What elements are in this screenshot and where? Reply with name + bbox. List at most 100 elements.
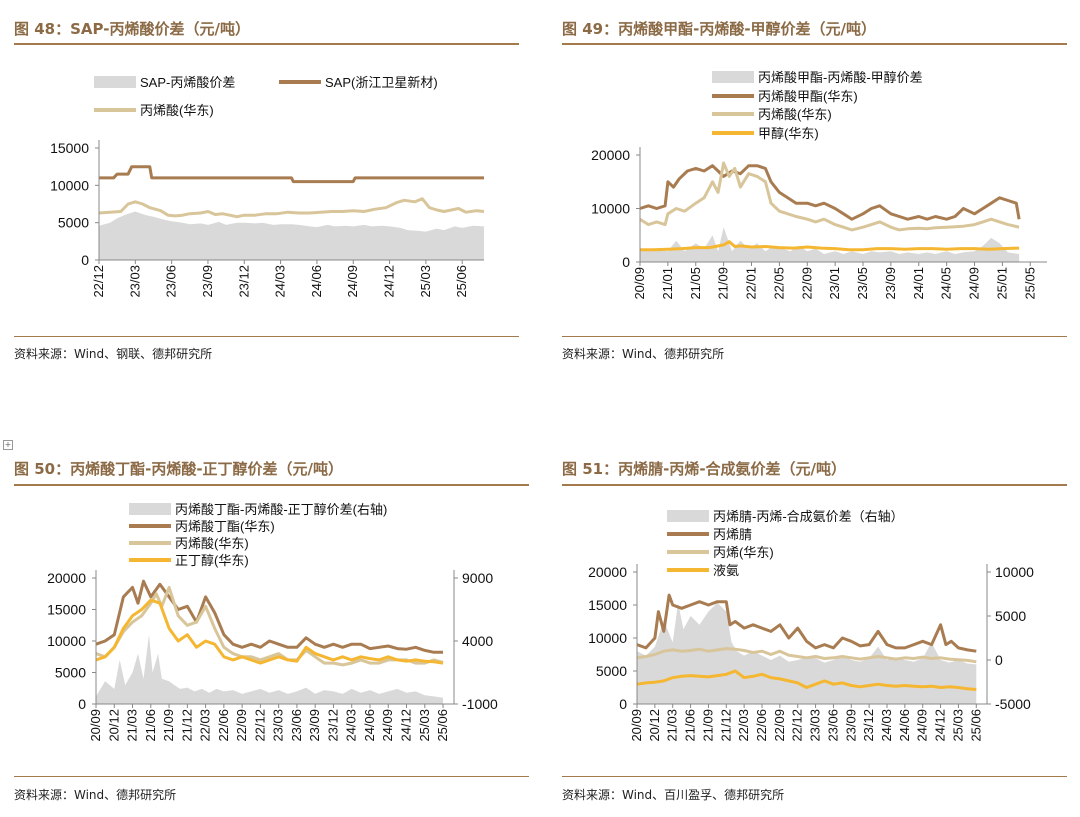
y-tick-label: 15000 bbox=[588, 597, 627, 613]
x-tick-label: 22/09 bbox=[234, 709, 249, 742]
chart-source: 资料来源：Wind、钢联、德邦研究所 bbox=[14, 347, 213, 361]
y-tick-label: 0 bbox=[81, 252, 89, 268]
legend-label: 丙烯酸(华东) bbox=[140, 103, 214, 118]
divider bbox=[14, 484, 529, 486]
x-tick-label: 24/09 bbox=[915, 709, 930, 742]
y-tick-label: 5000 bbox=[596, 663, 627, 679]
x-tick-label: 24/09 bbox=[345, 265, 360, 298]
y2-tick-label: 5000 bbox=[995, 608, 1026, 624]
line-series bbox=[95, 585, 444, 667]
line-series bbox=[95, 579, 443, 654]
divider bbox=[562, 776, 1067, 777]
y-tick-label: 10000 bbox=[591, 201, 630, 217]
area-series bbox=[96, 634, 444, 704]
x-tick-label: 22/12 bbox=[790, 709, 805, 742]
expand-icon[interactable]: + bbox=[3, 440, 13, 450]
y2-tick-label: 9000 bbox=[462, 570, 493, 586]
y-tick-label: 5000 bbox=[55, 665, 86, 681]
y-tick-label: 0 bbox=[622, 254, 630, 270]
line-series bbox=[639, 161, 1020, 232]
x-tick-label: 21/09 bbox=[700, 709, 715, 742]
legend-label: 丙烯酸丁酯(华东) bbox=[175, 519, 275, 534]
x-tick-label: 25/06 bbox=[454, 265, 469, 298]
x-tick-label: 23/03 bbox=[808, 709, 823, 742]
x-tick-label: 20/09 bbox=[88, 709, 103, 742]
x-tick-label: 23/12 bbox=[861, 709, 876, 742]
legend-label: 丙烯腈 bbox=[713, 527, 752, 542]
y-tick-label: 20000 bbox=[47, 570, 86, 586]
legend-label: 甲醇(华东) bbox=[758, 126, 819, 141]
legend-label: SAP-丙烯酸价差 bbox=[140, 75, 235, 90]
x-tick-label: 25/01 bbox=[994, 267, 1009, 300]
x-tick-label: 23/06 bbox=[164, 265, 179, 298]
x-tick-label: 23/09 bbox=[307, 709, 322, 742]
y2-tick-label: 0 bbox=[995, 652, 1003, 668]
x-tick-label: 22/03 bbox=[736, 709, 751, 742]
x-tick-label: 25/03 bbox=[418, 265, 433, 298]
y-tick-label: 10000 bbox=[47, 633, 86, 649]
y-tick-label: 15000 bbox=[50, 140, 89, 156]
chart-title: 图 49：丙烯酸甲酯-丙烯酸-甲醇价差（元/吨） bbox=[562, 20, 877, 38]
x-tick-label: 24/03 bbox=[273, 265, 288, 298]
x-tick-label: 23/09 bbox=[200, 265, 215, 298]
legend-label: 丙烯腈-丙烯-合成氨价差（右轴） bbox=[713, 509, 904, 524]
divider bbox=[562, 43, 1067, 45]
y2-tick-label: -1000 bbox=[462, 696, 498, 712]
legend-swatch bbox=[94, 76, 136, 88]
x-tick-label: 24/03 bbox=[879, 709, 894, 742]
x-tick-label: 23/12 bbox=[325, 709, 340, 742]
x-tick-label: 25/05 bbox=[1022, 267, 1037, 300]
x-tick-label: 21/09 bbox=[716, 267, 731, 300]
x-tick-label: 24/06 bbox=[897, 709, 912, 742]
chart-title: 图 50：丙烯酸丁酯-丙烯酸-正丁醇价差（元/吨） bbox=[14, 460, 344, 478]
line-series bbox=[636, 593, 977, 653]
x-tick-label: 24/06 bbox=[362, 709, 377, 742]
x-tick-label: 21/03 bbox=[125, 709, 140, 742]
legend-swatch bbox=[712, 71, 754, 83]
y-tick-label: 20000 bbox=[588, 564, 627, 580]
x-tick-label: 24/06 bbox=[309, 265, 324, 298]
x-tick-label: 22/12 bbox=[91, 265, 106, 298]
divider bbox=[14, 43, 519, 45]
x-tick-label: 22/06 bbox=[216, 709, 231, 742]
legend-label: 丙烯(华东) bbox=[713, 545, 774, 560]
legend-label: SAP(浙江卫星新材) bbox=[325, 75, 438, 90]
legend-swatch bbox=[667, 510, 709, 522]
y2-tick-label: 10000 bbox=[995, 564, 1034, 580]
legend-label: 液氨 bbox=[713, 563, 739, 578]
x-tick-label: 21/12 bbox=[718, 709, 733, 742]
line-series bbox=[99, 165, 484, 184]
line-series bbox=[95, 598, 444, 665]
chart-svg-51: 0 5000 10000 15000 20000 -5000 0 5000 10000 20/09… bbox=[588, 509, 1034, 742]
x-tick-label: 22/12 bbox=[252, 709, 267, 742]
chart-source: 资料来源：Wind、百川盈孚、德邦研究所 bbox=[562, 788, 785, 802]
line-series bbox=[640, 240, 1020, 252]
x-tick-label: 25/06 bbox=[435, 709, 450, 742]
x-tick-label: 22/09 bbox=[799, 267, 814, 300]
x-tick-label: 24/01 bbox=[911, 267, 926, 300]
y2-tick-label: 4000 bbox=[462, 633, 493, 649]
chart-svg-50: 0 5000 10000 15000 20000 -1000 4000 9000 20/09 20… bbox=[47, 502, 498, 742]
y-tick-label: 0 bbox=[619, 696, 627, 712]
x-tick-label: 20/09 bbox=[629, 709, 644, 742]
y-tick-label: 5000 bbox=[58, 215, 89, 231]
x-tick-label: 23/06 bbox=[289, 709, 304, 742]
chart-title: 图 48：SAP-丙烯酸价差（元/吨） bbox=[14, 20, 250, 38]
line-series bbox=[636, 669, 977, 691]
x-tick-label: 21/06 bbox=[143, 709, 158, 742]
divider bbox=[14, 336, 519, 337]
x-tick-label: 20/12 bbox=[647, 709, 662, 742]
y-tick-label: 20000 bbox=[591, 147, 630, 163]
x-tick-label: 23/12 bbox=[236, 265, 251, 298]
legend-swatch bbox=[129, 503, 171, 515]
chart-source: 资料来源：Wind、德邦研究所 bbox=[562, 347, 725, 361]
x-tick-label: 23/09 bbox=[843, 709, 858, 742]
area-series bbox=[99, 211, 484, 260]
chart-title: 图 51：丙烯腈-丙烯-合成氨价差（元/吨） bbox=[562, 460, 847, 478]
x-tick-label: 25/06 bbox=[968, 709, 983, 742]
x-tick-label: 21/09 bbox=[161, 709, 176, 742]
legend-label: 正丁醇(华东) bbox=[175, 553, 249, 568]
line-series bbox=[636, 647, 977, 664]
y-tick-label: 15000 bbox=[47, 602, 86, 618]
x-tick-label: 22/03 bbox=[198, 709, 213, 742]
